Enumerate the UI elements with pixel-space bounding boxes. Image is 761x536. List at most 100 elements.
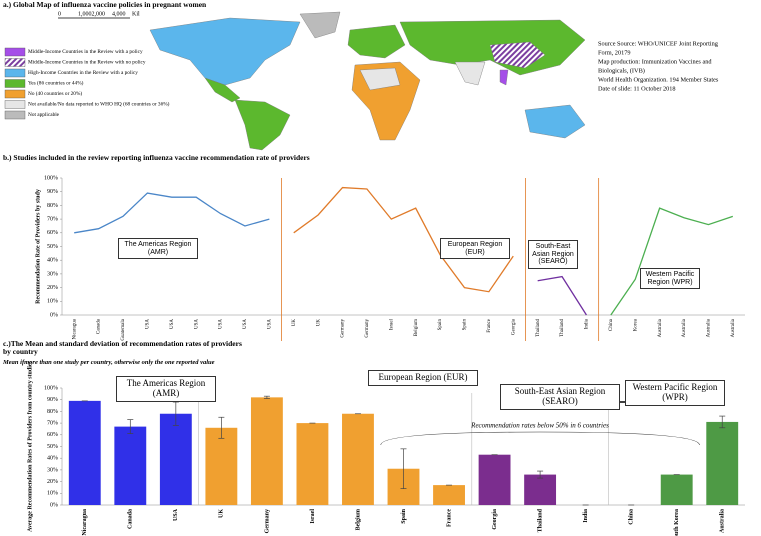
region-label: South-East Asian Region (SEARO) <box>500 384 620 410</box>
x-tick-label: UK <box>292 319 297 327</box>
brace <box>380 431 700 446</box>
scale-label: 1,0002,000 <box>78 11 105 17</box>
series-line <box>537 275 587 316</box>
x-tick-label: USA <box>170 319 175 329</box>
region-label: Western Pacific Region (WPR) <box>625 380 725 406</box>
x-tick-label: Australia <box>707 318 712 337</box>
legend-label: High-Income Countries in the Review with… <box>28 70 138 76</box>
x-tick-label: Germany <box>264 509 270 533</box>
x-tick-label: India <box>583 509 589 523</box>
x-tick-label: USA <box>173 508 179 521</box>
x-tick-label: Australia <box>731 318 736 337</box>
x-tick-label: Israel <box>389 318 394 330</box>
x-tick-label: Australia <box>682 318 687 337</box>
legend-swatch <box>4 89 26 99</box>
australia <box>524 104 586 139</box>
x-tick-label: Spain <box>463 319 468 331</box>
x-tick-label: Nicaragua <box>82 509 88 536</box>
bar <box>250 397 283 505</box>
y-tick-label: 40% <box>47 456 58 462</box>
y-tick-label: 80% <box>47 409 58 415</box>
north-america <box>149 17 301 86</box>
x-tick-label: Spain <box>438 319 443 331</box>
error-bar <box>719 415 726 429</box>
error-bar <box>218 416 225 439</box>
y-tick-label: 20% <box>47 479 58 485</box>
series-line <box>610 207 734 316</box>
south-america <box>234 99 291 151</box>
legend-label: Not applicable <box>28 112 60 118</box>
legend-label: Yes (86 countries or 44%) <box>28 80 84 87</box>
error-bar <box>172 401 179 426</box>
annotation: Recommendation rates below 50% in 6 coun… <box>470 422 609 430</box>
y-tick-label: 20% <box>47 285 58 291</box>
chart-title: b.) Studies included in the review repor… <box>3 153 310 162</box>
y-tick-label: 100% <box>44 175 58 181</box>
x-tick-label: China <box>609 318 614 331</box>
error-bar <box>263 395 270 399</box>
error-bar <box>127 419 134 434</box>
y-tick-label: 0% <box>50 502 58 508</box>
y-tick-label: 50% <box>47 244 58 250</box>
legend-label: No (40 countries or 20%) <box>28 90 82 97</box>
x-tick-label: Georgia <box>511 318 516 335</box>
legend-swatch <box>4 100 26 109</box>
region-label: European Region (EUR) <box>368 370 478 386</box>
y-axis-label: Average Recommendation Rates of Provider… <box>27 360 33 531</box>
y-tick-label: 40% <box>47 258 58 264</box>
y-tick-label: 100% <box>44 385 58 391</box>
y-tick-label: 0% <box>50 312 58 318</box>
bar <box>524 474 557 505</box>
x-tick-label: USA <box>219 319 224 329</box>
x-tick-label: France <box>446 509 452 527</box>
x-tick-label: India <box>585 318 590 329</box>
chart-title: a.) Global Map of influenza vaccine poli… <box>3 0 207 9</box>
x-tick-label: Guatemala <box>121 318 126 340</box>
south-asia <box>454 61 486 86</box>
thailand <box>499 69 509 86</box>
y-tick-label: 80% <box>47 203 58 209</box>
series-line <box>74 192 270 234</box>
chart-subtitle: Mean ifmore than one study per country, … <box>3 359 215 366</box>
y-tick-label: 30% <box>47 271 58 277</box>
x-tick-label: UK <box>316 319 321 327</box>
legend-label: Middle-Income Countries in the Review wi… <box>28 49 143 55</box>
china <box>489 41 546 69</box>
y-tick-label: 70% <box>47 420 58 426</box>
x-tick-label: Korea <box>633 318 638 331</box>
series-line <box>293 186 514 293</box>
legend-label: Middle-Income Countries in the Review wi… <box>28 60 146 66</box>
x-tick-label: USA <box>267 319 272 329</box>
y-tick-label: 60% <box>47 432 58 438</box>
source-text: World Health Organization. 194 Member St… <box>598 76 719 83</box>
bar <box>478 454 511 505</box>
source-text: Map production: Immunization Vaccines an… <box>598 58 712 65</box>
source-text: Form, 20179 <box>598 49 631 56</box>
y-tick-label: 10% <box>47 299 58 305</box>
bar <box>205 427 238 505</box>
bar <box>706 421 739 505</box>
source-text: Biologicals, (IVB) <box>598 67 645 74</box>
greenland <box>299 11 341 39</box>
x-tick-label: Belgium <box>414 319 419 336</box>
bar <box>296 423 329 505</box>
scale-label: 0 <box>58 11 61 17</box>
bar <box>114 426 147 505</box>
y-tick-label: 90% <box>47 397 58 403</box>
scale-label: Kil <box>132 11 140 17</box>
scale-label: 4,000 <box>112 11 126 17</box>
legend-swatch <box>4 79 26 88</box>
bar <box>660 474 693 505</box>
region-label: The Americas Region (AMR) <box>118 238 198 260</box>
x-tick-label: Canada <box>97 318 102 334</box>
x-tick-label: USA <box>146 319 151 329</box>
y-tick-label: 50% <box>47 444 58 450</box>
y-tick-label: 70% <box>47 216 58 222</box>
region-label: European Region (EUR) <box>440 238 510 260</box>
africa-nodata <box>359 67 401 91</box>
x-tick-label: China <box>629 509 635 525</box>
x-tick-label: Thailand <box>536 319 541 337</box>
x-tick-label: South Korea <box>674 509 680 536</box>
